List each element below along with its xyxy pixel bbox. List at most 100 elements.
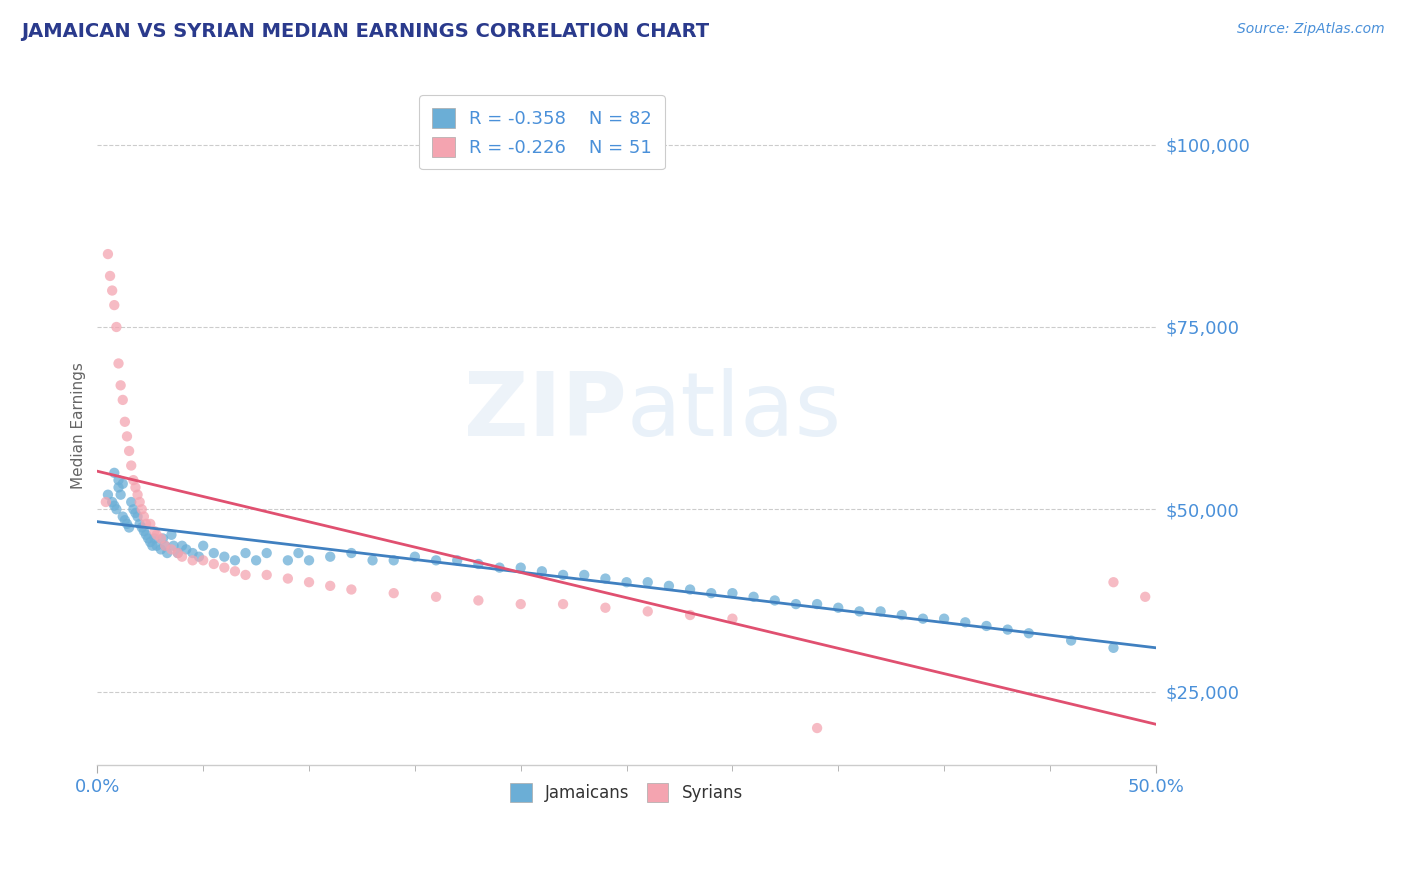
Point	[382, 586, 405, 600]
Text: JAMAICAN VS SYRIAN MEDIAN EARNINGS CORRELATION CHART: JAMAICAN VS SYRIAN MEDIAN EARNINGS CORRE…	[21, 22, 709, 41]
Point	[319, 549, 342, 564]
Point	[785, 597, 807, 611]
Point	[145, 539, 167, 553]
Point	[298, 575, 321, 590]
Point	[181, 546, 204, 560]
Point	[107, 480, 129, 494]
Point	[111, 476, 134, 491]
Point	[105, 320, 128, 334]
Point	[224, 564, 246, 578]
Point	[120, 495, 142, 509]
Text: ZIP: ZIP	[464, 368, 627, 456]
Point	[1102, 640, 1125, 655]
Point	[115, 429, 138, 443]
Point	[551, 568, 574, 582]
Point	[637, 604, 659, 618]
Point	[277, 553, 299, 567]
Point	[214, 549, 236, 564]
Point	[277, 572, 299, 586]
Point	[235, 546, 257, 560]
Point	[145, 528, 167, 542]
Point	[1060, 633, 1083, 648]
Point	[122, 502, 145, 516]
Point	[149, 542, 172, 557]
Point	[136, 532, 159, 546]
Point	[120, 458, 142, 473]
Point	[94, 495, 117, 509]
Point	[425, 553, 447, 567]
Point	[446, 553, 468, 567]
Point	[103, 466, 125, 480]
Point	[202, 546, 225, 560]
Point	[806, 597, 828, 611]
Point	[105, 502, 128, 516]
Point	[869, 604, 891, 618]
Point	[160, 542, 183, 557]
Point	[101, 495, 124, 509]
Point	[256, 546, 278, 560]
Point	[114, 513, 136, 527]
Point	[98, 268, 121, 283]
Point	[1135, 590, 1157, 604]
Point	[806, 721, 828, 735]
Point	[128, 495, 150, 509]
Point	[118, 444, 141, 458]
Point	[658, 579, 681, 593]
Point	[298, 553, 321, 567]
Point	[340, 546, 363, 560]
Point	[153, 539, 176, 553]
Point	[932, 612, 955, 626]
Point	[124, 480, 146, 494]
Point	[166, 546, 188, 560]
Point	[955, 615, 977, 630]
Point	[139, 535, 162, 549]
Point	[111, 392, 134, 407]
Point	[135, 528, 157, 542]
Point	[997, 623, 1019, 637]
Point	[181, 553, 204, 567]
Point	[742, 590, 765, 604]
Point	[114, 415, 136, 429]
Point	[595, 572, 617, 586]
Point	[141, 539, 163, 553]
Point	[700, 586, 723, 600]
Point	[103, 298, 125, 312]
Point	[235, 568, 257, 582]
Point	[202, 557, 225, 571]
Point	[911, 612, 934, 626]
Point	[488, 560, 510, 574]
Point	[97, 488, 120, 502]
Point	[170, 539, 193, 553]
Point	[256, 568, 278, 582]
Point	[763, 593, 786, 607]
Point	[160, 528, 183, 542]
Point	[127, 509, 149, 524]
Point	[101, 284, 124, 298]
Point	[551, 597, 574, 611]
Point	[143, 532, 166, 546]
Point	[188, 549, 211, 564]
Point	[595, 600, 617, 615]
Point	[143, 524, 166, 538]
Point	[127, 488, 149, 502]
Point	[170, 549, 193, 564]
Text: Source: ZipAtlas.com: Source: ZipAtlas.com	[1237, 22, 1385, 37]
Point	[574, 568, 596, 582]
Point	[111, 509, 134, 524]
Y-axis label: Median Earnings: Median Earnings	[72, 362, 86, 489]
Point	[530, 564, 553, 578]
Point	[135, 516, 157, 531]
Point	[616, 575, 638, 590]
Point	[149, 532, 172, 546]
Point	[425, 590, 447, 604]
Point	[153, 539, 176, 553]
Point	[162, 539, 184, 553]
Point	[107, 473, 129, 487]
Point	[340, 582, 363, 597]
Point	[128, 516, 150, 531]
Point	[131, 502, 153, 516]
Point	[890, 607, 912, 622]
Point	[174, 542, 197, 557]
Text: atlas: atlas	[627, 368, 842, 456]
Point	[721, 586, 744, 600]
